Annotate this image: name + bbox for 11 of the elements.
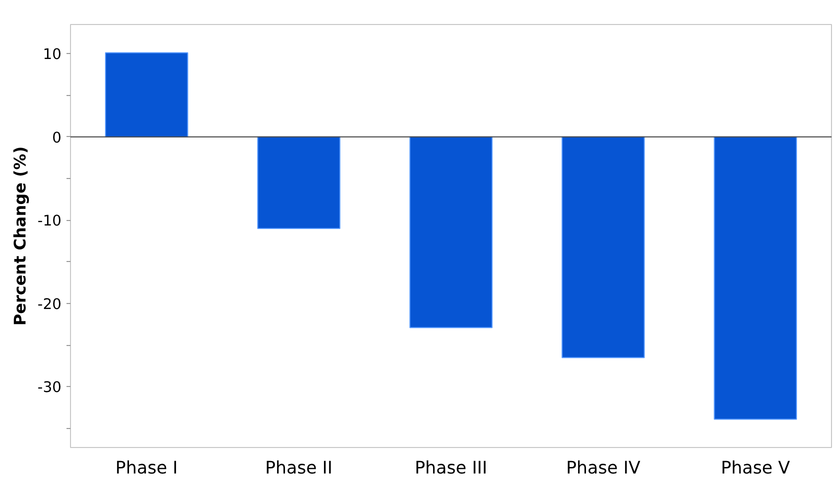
y-tick-label: -10 xyxy=(38,212,62,230)
x-tick-label: Phase V xyxy=(720,458,790,478)
x-tick-label: Phase I xyxy=(115,458,178,478)
y-axis-title: Percent Change (%) xyxy=(10,146,30,326)
x-tick-label: Phase IV xyxy=(566,458,640,478)
x-tick-label: Phase II xyxy=(265,458,333,478)
y-tick-label: -20 xyxy=(38,296,62,313)
y-tick-label: 10 xyxy=(42,46,62,64)
x-tick-label: Phase III xyxy=(414,458,488,478)
y-tick-label: -30 xyxy=(38,379,62,396)
y-tick-label: 0 xyxy=(52,129,62,146)
